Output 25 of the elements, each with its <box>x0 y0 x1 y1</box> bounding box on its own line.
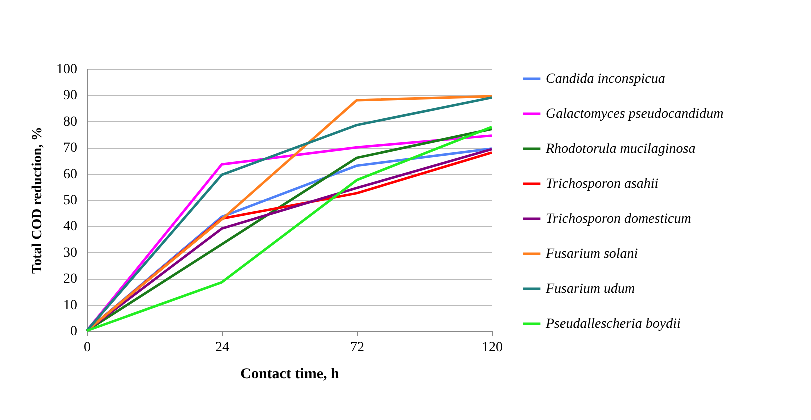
y-tick-label: 10 <box>64 298 78 314</box>
y-axis-title: Total COD reduction, % <box>30 126 46 274</box>
legend-label: Galactomyces pseudocandidum <box>546 107 724 122</box>
y-tick-label: 70 <box>64 141 78 156</box>
y-tick-label: 40 <box>64 220 78 235</box>
y-tick-label: 30 <box>64 246 78 261</box>
legend-label: Trichosporon asahii <box>546 177 659 192</box>
x-tick-label: 72 <box>350 340 364 356</box>
legend-label: Fusarium solani <box>545 247 638 262</box>
y-tick-label: 20 <box>64 272 78 288</box>
legend-label: Trichosporon domesticum <box>546 212 692 227</box>
y-tick-label: 50 <box>64 194 78 208</box>
legend-label: Rhodotorula mucilaginosa <box>545 142 696 157</box>
x-axis-title: Contact time, h <box>240 366 340 382</box>
x-tick-label: 120 <box>482 340 503 356</box>
legend-label: Fusarium udum <box>545 282 636 297</box>
y-tick-label: 0 <box>70 324 78 340</box>
y-tick-label: 60 <box>64 167 78 182</box>
legend-label: Pseudallescheria boydii <box>545 317 682 332</box>
x-tick-label: 24 <box>216 340 230 356</box>
x-tick-label: 0 <box>84 340 91 356</box>
y-tick-label: 100 <box>56 62 78 78</box>
y-tick-label: 80 <box>64 114 78 130</box>
legend-label: Candida inconspicua <box>546 72 666 87</box>
y-tick-label: 90 <box>64 88 78 104</box>
